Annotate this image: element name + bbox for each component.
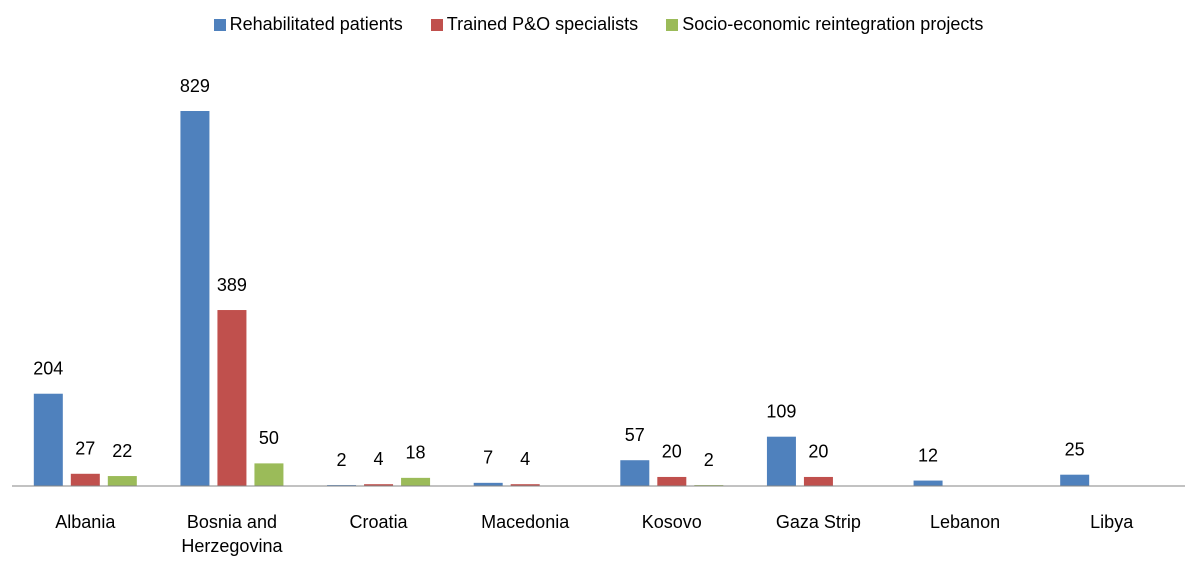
data-label: 18 — [406, 443, 426, 463]
bar — [803, 476, 833, 486]
bar — [657, 476, 687, 486]
bar — [913, 480, 943, 486]
legend-item: Socio-economic reintegration projects — [666, 14, 983, 35]
legend-label: Socio-economic reintegration projects — [682, 14, 984, 34]
legend-item: Trained P&O specialists — [430, 14, 639, 35]
data-label: 4 — [374, 449, 384, 469]
x-tick-label: Bosnia and Herzegovina — [181, 512, 283, 556]
data-label: 7 — [483, 448, 493, 468]
bar — [180, 111, 210, 486]
data-label: 109 — [766, 401, 796, 421]
data-label: 4 — [520, 449, 530, 469]
data-label: 27 — [75, 439, 95, 459]
legend-swatch — [430, 18, 443, 31]
bar — [70, 473, 100, 486]
data-label: 22 — [112, 441, 132, 461]
x-tick-label: Croatia — [349, 512, 408, 532]
data-label: 2 — [337, 450, 347, 470]
legend-label: Rehabilitated patients — [229, 14, 403, 34]
bar — [107, 476, 137, 486]
bar — [1060, 474, 1090, 486]
data-label: 50 — [259, 428, 279, 448]
data-label: 12 — [918, 445, 938, 465]
data-label: 25 — [1065, 439, 1085, 459]
legend-item: Rehabilitated patients — [213, 14, 403, 35]
legend-swatch — [213, 18, 226, 31]
bar — [254, 463, 284, 486]
x-tick-label: Albania — [55, 512, 116, 532]
data-label: 2 — [704, 450, 714, 470]
legend-swatch — [666, 18, 679, 31]
legend-label: Trained P&O specialists — [446, 14, 639, 34]
data-label: 829 — [180, 76, 210, 96]
bar — [401, 477, 431, 486]
bar — [364, 484, 394, 486]
bar — [33, 393, 63, 486]
bar — [217, 310, 247, 486]
bar — [473, 482, 503, 486]
bar — [766, 436, 796, 486]
x-tick-label: Libya — [1090, 512, 1134, 532]
legend: Rehabilitated patients Trained P&O specia… — [0, 14, 1197, 35]
data-label: 57 — [625, 425, 645, 445]
data-label: 204 — [33, 358, 63, 378]
data-label: 20 — [662, 442, 682, 462]
x-tick-label: Lebanon — [930, 512, 1001, 532]
x-tick-label: Kosovo — [641, 512, 702, 532]
data-label: 20 — [808, 442, 828, 462]
x-tick-label: Gaza Strip — [775, 512, 861, 532]
bar — [510, 484, 540, 486]
data-label: 389 — [217, 275, 247, 295]
x-tick-label: Macedonia — [481, 512, 570, 532]
bar — [620, 460, 650, 486]
